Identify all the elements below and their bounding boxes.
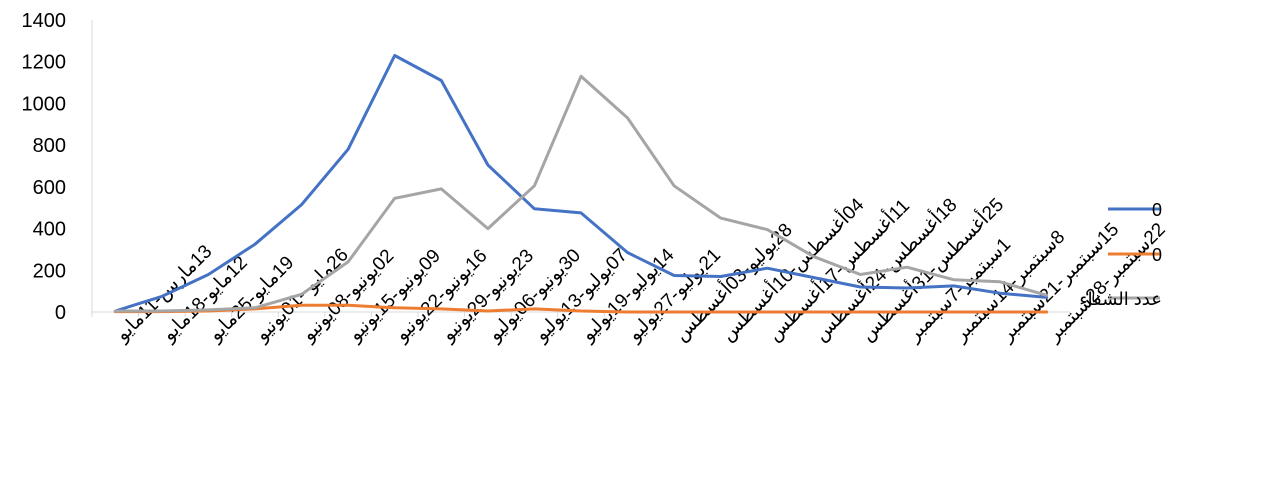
legend-item-3: عدد الشفاء bbox=[1079, 289, 1162, 309]
series-line-2 bbox=[113, 303, 1049, 314]
y-tick-label: 200 bbox=[33, 260, 66, 282]
series-lines bbox=[113, 54, 1049, 314]
y-tick-label: 1400 bbox=[22, 10, 67, 32]
y-tick-label: 0 bbox=[55, 302, 66, 324]
legend-item-2: 0 bbox=[1108, 245, 1162, 265]
legend-label: عدد الشفاء bbox=[1079, 289, 1162, 309]
y-tick-label: 1000 bbox=[22, 93, 67, 115]
y-tick-label: 1200 bbox=[22, 52, 67, 74]
y-tick-label: 600 bbox=[33, 177, 66, 199]
y-tick-label: 400 bbox=[33, 219, 66, 241]
legend: 0 0 عدد الشفاء bbox=[1079, 200, 1162, 309]
legend-label: 0 bbox=[1152, 245, 1162, 265]
series-line-3 bbox=[113, 74, 1049, 313]
y-tick-label: 800 bbox=[33, 135, 66, 157]
legend-label: 0 bbox=[1152, 200, 1162, 220]
y-axis-tick-labels: 0 200 400 600 800 1000 1200 1400 bbox=[22, 10, 67, 324]
x-axis-tick-labels: 13مارس-11مايو12مايو-18مايو19مايو-25مايو2… bbox=[111, 192, 1170, 346]
legend-item-1: 0 bbox=[1108, 200, 1162, 220]
series-line-1 bbox=[113, 54, 1049, 313]
